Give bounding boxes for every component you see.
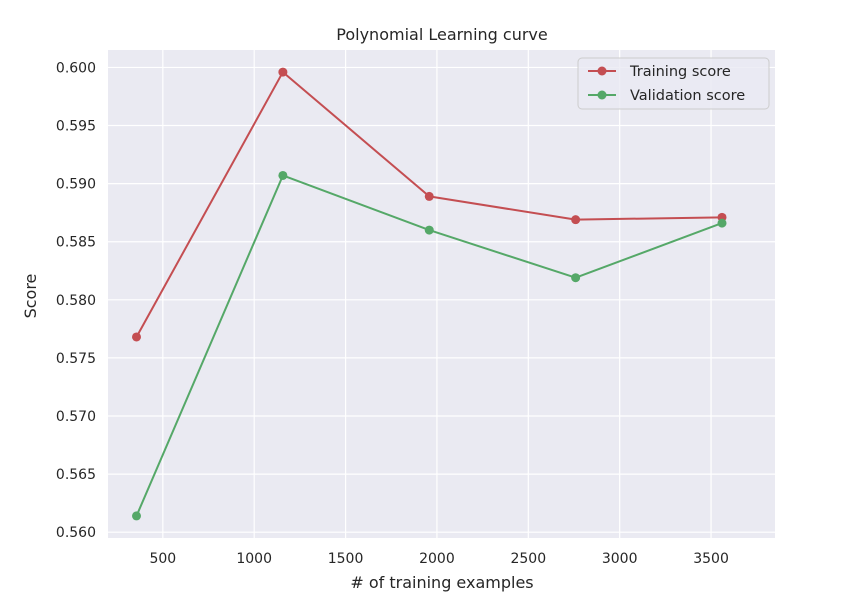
chart-title: Polynomial Learning curve bbox=[336, 25, 547, 44]
legend-marker-training bbox=[597, 66, 607, 76]
y-tick-label: 0.575 bbox=[56, 351, 96, 367]
y-tick-label: 0.600 bbox=[56, 60, 96, 76]
data-point-validation bbox=[424, 225, 434, 235]
legend-label-validation: Validation score bbox=[630, 88, 745, 104]
y-tick-label: 0.595 bbox=[56, 119, 96, 135]
y-axis-ticks: 0.560 0.565 0.570 0.575 0.580 0.585 0.590 0.595… bbox=[56, 60, 96, 541]
y-tick-label: 0.560 bbox=[56, 525, 96, 541]
plot-area bbox=[108, 50, 775, 538]
data-point-training bbox=[424, 191, 434, 201]
x-tick-label: 1000 bbox=[236, 551, 272, 567]
data-point-training bbox=[278, 67, 288, 77]
data-point-validation bbox=[132, 511, 142, 521]
y-tick-label: 0.585 bbox=[56, 235, 96, 251]
x-tick-label: 500 bbox=[149, 551, 176, 567]
x-tick-label: 2500 bbox=[510, 551, 546, 567]
y-tick-label: 0.565 bbox=[56, 467, 96, 483]
x-axis-ticks: 500 1000 1500 2000 2500 3000 3500 bbox=[149, 551, 728, 567]
y-tick-label: 0.590 bbox=[56, 177, 96, 193]
y-tick-label: 0.570 bbox=[56, 409, 96, 425]
x-tick-label: 1500 bbox=[328, 551, 364, 567]
data-point-training bbox=[132, 332, 142, 342]
x-axis-label: # of training examples bbox=[350, 573, 533, 592]
x-tick-label: 3500 bbox=[693, 551, 729, 567]
data-point-validation bbox=[571, 273, 581, 283]
x-tick-label: 2000 bbox=[419, 551, 455, 567]
data-point-validation bbox=[278, 170, 288, 180]
data-point-validation bbox=[717, 218, 727, 228]
legend-label-training: Training score bbox=[629, 64, 731, 80]
grid-lines bbox=[108, 50, 775, 538]
data-point-training bbox=[571, 215, 581, 225]
legend: Training score Validation score bbox=[577, 57, 770, 110]
x-tick-label: 3000 bbox=[602, 551, 638, 567]
legend-box bbox=[577, 57, 770, 110]
legend-marker-validation bbox=[597, 90, 607, 100]
series-lines bbox=[132, 67, 727, 521]
y-tick-label: 0.580 bbox=[56, 293, 96, 309]
y-axis-label: Score bbox=[21, 274, 40, 319]
